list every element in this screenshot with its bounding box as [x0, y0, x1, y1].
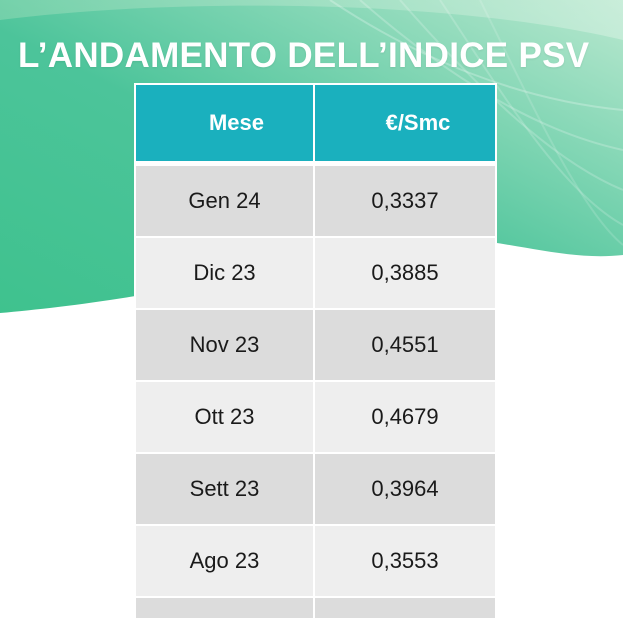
table-row: Ott 23 0,4679 [134, 380, 497, 454]
column-header-month: Mese [134, 83, 315, 166]
price-cell: 0,3964 [313, 452, 497, 526]
price-cell [313, 596, 497, 620]
table-row: Dic 23 0,3885 [134, 236, 497, 310]
psv-index-table: Mese €/Smc Gen 24 0,3337 Dic 23 0,3885 N… [134, 83, 497, 620]
price-cell: 0,4551 [313, 308, 497, 382]
price-cell: 0,3885 [313, 236, 497, 310]
month-cell: Ago 23 [134, 524, 315, 598]
month-cell: Ott 23 [134, 380, 315, 454]
column-header-price: €/Smc [313, 83, 497, 166]
table-row: Nov 23 0,4551 [134, 308, 497, 382]
month-cell [134, 596, 315, 620]
table-row-cutoff [134, 596, 497, 620]
month-cell: Sett 23 [134, 452, 315, 526]
price-cell: 0,3337 [313, 162, 497, 238]
page-title: L’ANDAMENTO DELL’INDICE PSV [18, 36, 590, 75]
month-cell: Gen 24 [134, 162, 315, 238]
price-cell: 0,4679 [313, 380, 497, 454]
month-cell: Nov 23 [134, 308, 315, 382]
table-row: Ago 23 0,3553 [134, 524, 497, 598]
price-cell: 0,3553 [313, 524, 497, 598]
table-row: Sett 23 0,3964 [134, 452, 497, 526]
table-header-row: Mese €/Smc [134, 83, 497, 166]
month-cell: Dic 23 [134, 236, 315, 310]
table-row: Gen 24 0,3337 [134, 162, 497, 238]
